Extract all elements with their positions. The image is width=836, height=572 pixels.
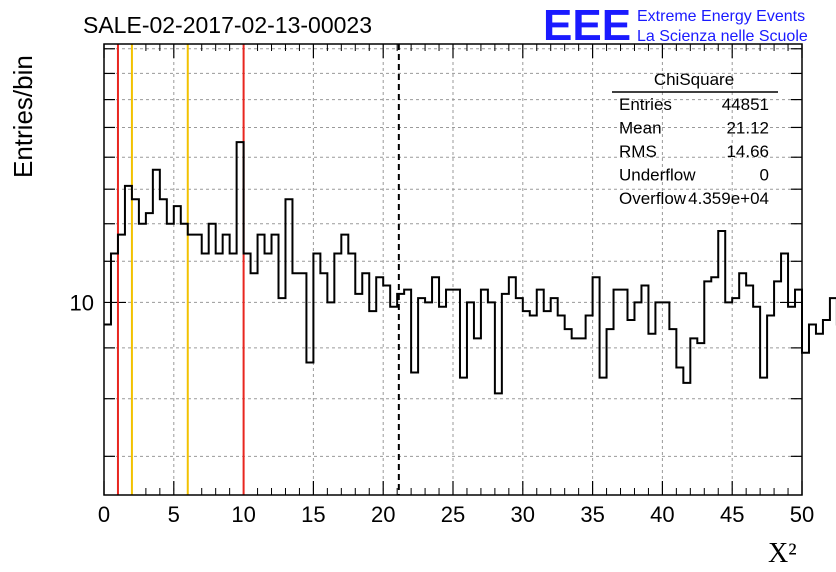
x-tick-label: 50 — [790, 502, 814, 527]
x-tick-label: 30 — [511, 502, 535, 527]
chart-title: SALE-02-2017-02-13-00023 — [83, 12, 372, 38]
stats-label: Mean — [619, 119, 662, 138]
stats-label: Underflow — [619, 166, 696, 185]
stats-value: 0 — [760, 166, 769, 185]
plot-frame — [103, 43, 803, 496]
logo-line2: La Scienza nelle Scuole — [637, 28, 808, 45]
stats-title: ChiSquare — [654, 70, 734, 89]
eee-logo: EEE Extreme Energy Events La Scienza nel… — [543, 1, 808, 50]
x-tick-label: 35 — [580, 502, 604, 527]
grid — [104, 44, 802, 495]
stats-value: 14.66 — [726, 142, 769, 161]
x-tick-label: 5 — [168, 502, 180, 527]
reference-lines — [116, 44, 400, 495]
x-tick-label: 40 — [650, 502, 674, 527]
y-tick-label: 10 — [70, 290, 94, 315]
stats-value: 44851 — [722, 95, 769, 114]
stats-box: ChiSquare Entries 44851 Mean 21.12 RMS 14.66 U… — [612, 70, 778, 208]
stats-value: 21.12 — [726, 119, 769, 138]
x-tick-label: 20 — [371, 502, 395, 527]
histogram-series — [104, 141, 836, 395]
stats-label: RMS — [619, 142, 657, 161]
x-tick-label: 25 — [441, 502, 465, 527]
x-tick-label: 10 — [231, 502, 255, 527]
y-tick-labels: 10 — [70, 290, 94, 315]
logo-mark: EEE — [543, 1, 631, 50]
stats-label: Entries — [619, 95, 672, 114]
logo-line1: Extreme Energy Events — [637, 8, 805, 25]
x-tick-label: 15 — [301, 502, 325, 527]
stats-value: 4.359e+04 — [688, 189, 769, 208]
x-tick-labels: 0 5 10 15 20 25 30 35 40 45 50 — [98, 502, 814, 527]
x-tick-label: 45 — [720, 502, 744, 527]
x-tick-label: 0 — [98, 502, 110, 527]
stats-label: Overflow — [619, 189, 687, 208]
x-axis-label: X² — [768, 538, 797, 569]
y-axis-label: Entries/bin — [8, 55, 38, 178]
